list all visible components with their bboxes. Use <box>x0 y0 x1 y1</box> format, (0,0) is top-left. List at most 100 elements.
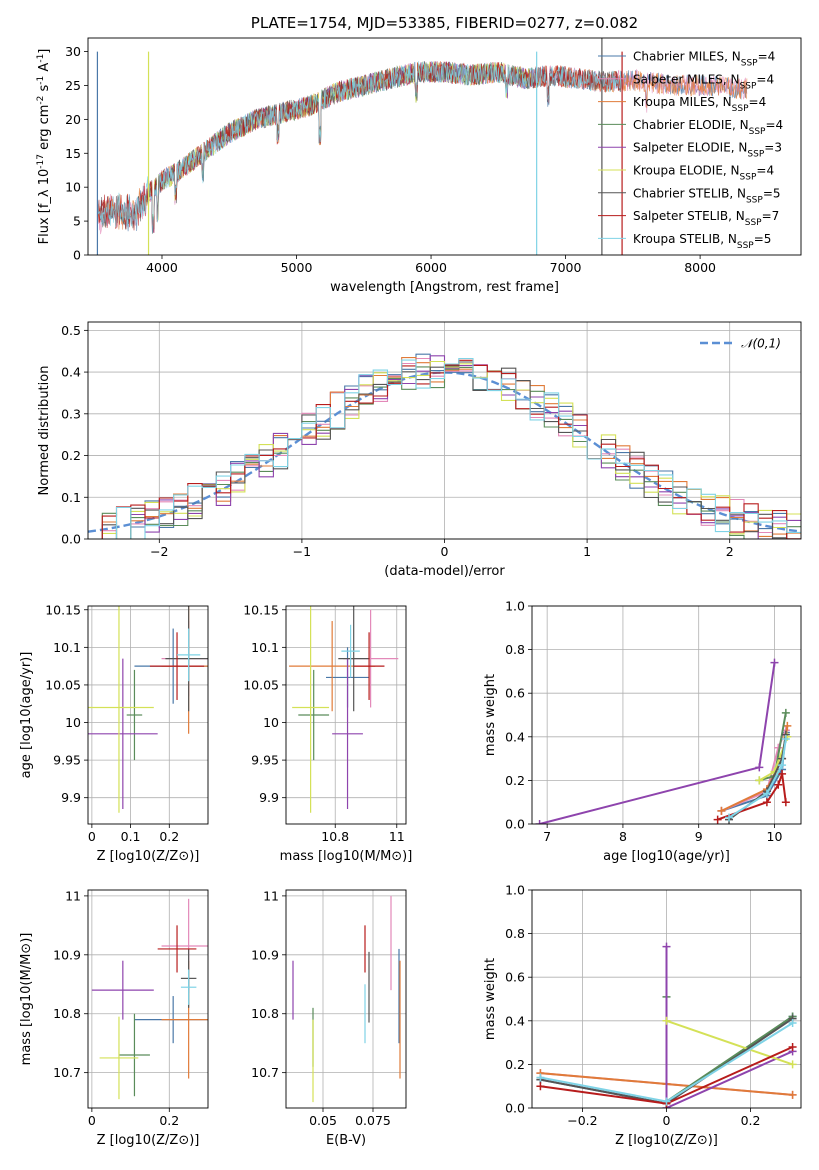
x-tick-label: 11 <box>389 829 405 844</box>
y-tick-label: 0.0 <box>505 1101 525 1116</box>
y-tick-label: 1.0 <box>505 599 525 614</box>
y-tick-label: 0.6 <box>505 970 525 985</box>
y-tick-label: 5 <box>73 214 81 229</box>
legend-entry: 𝒩(0,1) <box>741 337 781 351</box>
x-tick-label: 0.2 <box>741 1113 761 1128</box>
axes-frame <box>285 889 407 1109</box>
legend-entry: Kroupa ELODIE, NSSP=4 <box>633 164 774 183</box>
y-tick-label: 20 <box>65 112 81 127</box>
weight-marker <box>535 820 544 824</box>
y-axis-label: mass weight <box>483 674 498 756</box>
x-axis-label: E(B-V) <box>326 1133 366 1148</box>
y-tick-label: 10.7 <box>251 1065 279 1080</box>
y-tick-label: 10.05 <box>45 677 81 692</box>
weight-line <box>728 738 787 819</box>
x-axis-label: wavelength [Angstrom, rest frame] <box>330 280 559 295</box>
x-tick-label: −1 <box>293 544 311 559</box>
plot-area <box>292 895 401 1103</box>
age-vs-mass-panel: 10.8 11 9.9 9.95 10 10.05 10.1 10.15 mass [log10… <box>243 602 412 864</box>
weight-marker <box>788 1060 797 1069</box>
weight-marker <box>536 1073 545 1082</box>
mass-vs-reddening-panel: 0.05 0.075 10.7 10.8 10.9 11 E(B-V) <box>251 888 407 1148</box>
y-tick-label: 10.9 <box>53 947 81 962</box>
x-tick-label: 0 <box>88 829 96 844</box>
weight-marker <box>781 734 790 743</box>
y-tick-label: 0.6 <box>505 686 525 701</box>
x-tick-label: 0.1 <box>121 829 141 844</box>
x-tick-label: 10 <box>767 829 783 844</box>
mass-weight-vs-metallicity-panel: −0.2 0 0.2 0.0 0.2 0.4 0.6 0.8 1.0 Z [log10(Z/Z⊙)… <box>483 883 802 1148</box>
plot-area <box>536 942 797 1108</box>
axes-frame <box>87 37 802 256</box>
y-tick-label: 9.9 <box>61 790 81 805</box>
axes-frame <box>87 321 802 540</box>
x-tick-label: 0.2 <box>159 829 179 844</box>
x-axis-label: age [log10(age/yr)] <box>603 849 730 864</box>
weight-marker <box>725 813 734 822</box>
x-tick-label: 0.075 <box>355 1113 391 1128</box>
weight-marker <box>774 780 783 789</box>
spectrum-panel: 4000 5000 6000 7000 8000 0 5 10 15 20 25 30 waveleng… <box>36 37 802 295</box>
x-tick-label: 1 <box>583 544 591 559</box>
x-tick-label: 8 <box>619 829 627 844</box>
axes-frame <box>285 605 407 825</box>
y-tick-label: 11 <box>263 888 279 903</box>
y-tick-label: 10 <box>65 180 81 195</box>
y-axis-label: Normed distribution <box>37 366 52 496</box>
figure-title: PLATE=1754, MJD=53385, FIBERID=0277, z=0… <box>251 14 638 32</box>
plot-area <box>91 898 208 1100</box>
residuals-panel: −2 −1 0 1 2 0.0 0.1 0.2 0.3 0.4 0.5 (data-model)/er… <box>37 321 802 579</box>
legend-entry: Chabrier STELIB, NSSP=5 <box>633 186 781 205</box>
x-tick-label: −2 <box>150 544 168 559</box>
y-tick-label: 10.15 <box>45 602 81 617</box>
y-tick-label: 0.3 <box>61 406 81 421</box>
weight-marker <box>662 942 671 951</box>
y-tick-label: 0.0 <box>61 532 81 547</box>
weight-marker <box>762 789 771 798</box>
y-tick-label: 0.0 <box>505 817 525 832</box>
y-tick-label: 0.2 <box>505 1057 525 1072</box>
y-tick-label: 10.05 <box>243 677 279 692</box>
x-tick-label: 4000 <box>146 260 178 275</box>
y-tick-label: 10.15 <box>243 602 279 617</box>
plot-area <box>535 658 792 824</box>
x-axis-label: Z [log10(Z/Z⊙)] <box>615 1133 718 1148</box>
legend-entry: Chabrier MILES, NSSP=4 <box>633 50 775 69</box>
legend-entry: Salpeter MILES, NSSP=4 <box>633 72 774 91</box>
x-axis-label: mass [log10(M/M⊙)] <box>280 849 413 864</box>
y-tick-label: 9.95 <box>53 753 81 768</box>
y-tick-label: 10 <box>65 715 81 730</box>
x-tick-label: 10.8 <box>321 829 349 844</box>
weight-marker <box>755 776 764 785</box>
spectrum-legend: Chabrier MILES, NSSP=4 Salpeter MILES, NS… <box>598 50 783 251</box>
y-tick-label: 1.0 <box>505 883 525 898</box>
histogram-step <box>88 355 801 539</box>
weight-line <box>665 946 794 1108</box>
y-axis-label: age [log10(age/yr)] <box>19 652 34 779</box>
weight-marker <box>717 806 726 815</box>
y-tick-label: 10.8 <box>53 1006 81 1021</box>
legend-entry: Chabrier ELODIE, NSSP=4 <box>633 118 783 137</box>
y-tick-label: 9.95 <box>251 753 279 768</box>
axes-frame <box>531 605 802 825</box>
y-tick-label: 10 <box>263 715 279 730</box>
weight-marker <box>788 1090 797 1099</box>
weight-marker <box>762 798 771 807</box>
y-tick-label: 10.8 <box>251 1006 279 1021</box>
x-tick-label: 5000 <box>281 260 313 275</box>
mass-weight-vs-age-panel: 7 8 9 10 0.0 0.2 0.4 0.6 0.8 1.0 age [log10(age/yr… <box>483 599 802 864</box>
y-tick-label: 0.2 <box>61 448 81 463</box>
x-tick-label: 9 <box>695 829 703 844</box>
axes-frame <box>87 605 209 825</box>
y-tick-label: 9.9 <box>259 790 279 805</box>
x-tick-label: 0 <box>663 1113 671 1128</box>
histogram-step <box>88 357 801 539</box>
x-tick-label: 6000 <box>415 260 447 275</box>
x-tick-label: 0 <box>441 544 449 559</box>
x-axis-label: Z [log10(Z/Z⊙)] <box>97 1133 200 1148</box>
spectrum-line <box>97 61 623 234</box>
x-tick-label: 8000 <box>684 260 716 275</box>
weight-marker <box>781 798 790 807</box>
plot-area <box>96 38 748 255</box>
